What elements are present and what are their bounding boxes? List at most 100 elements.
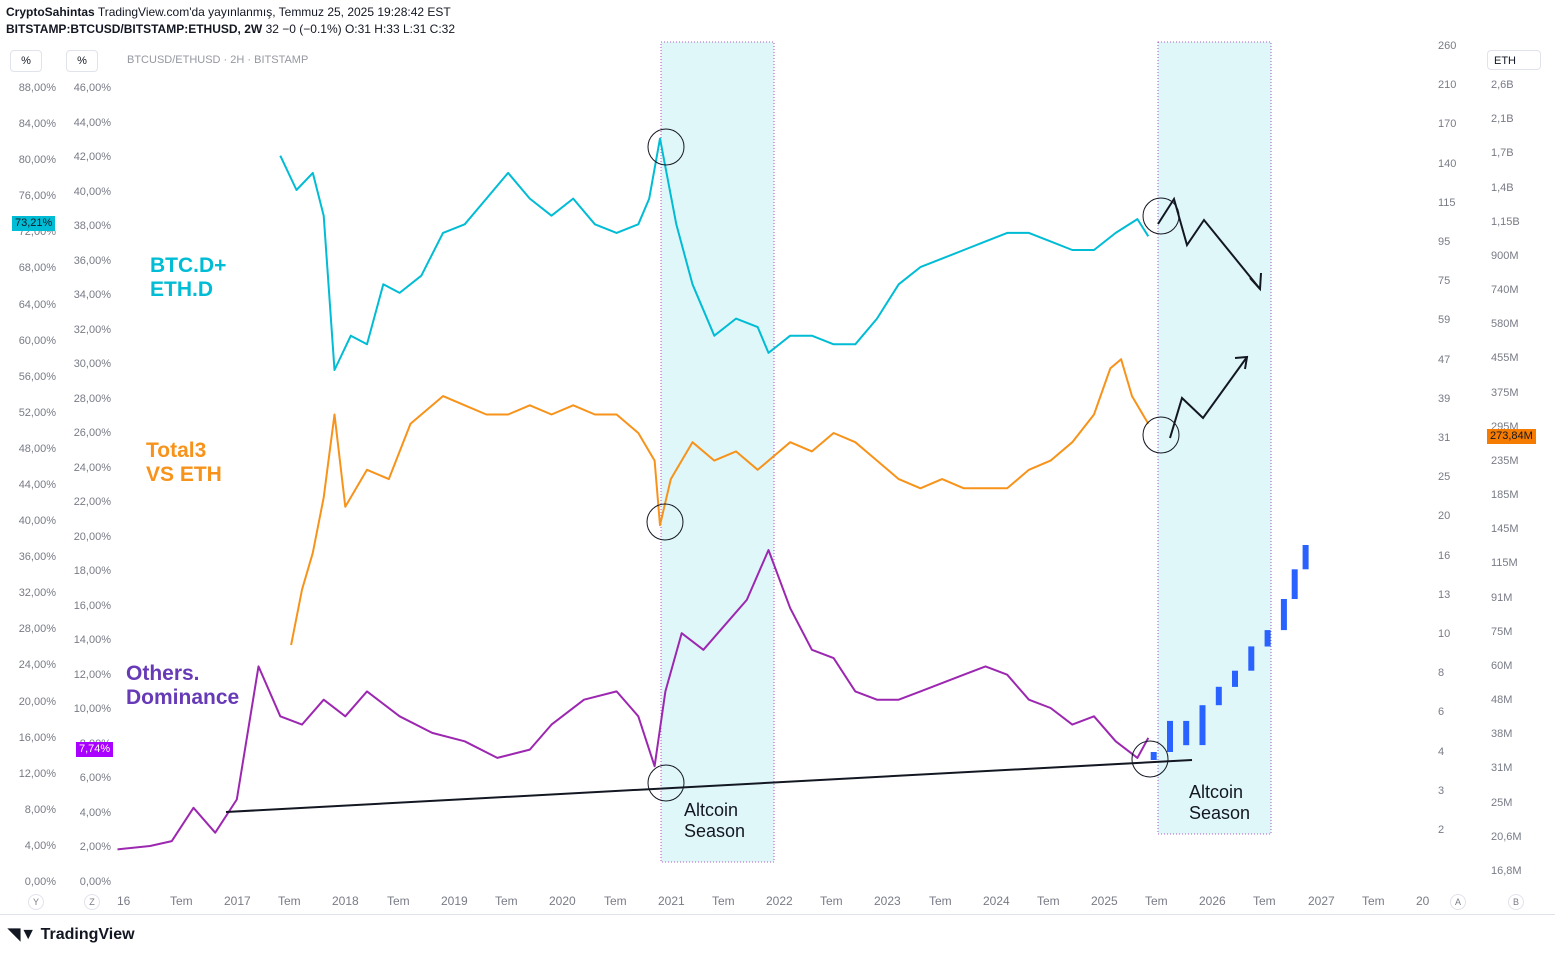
right-outer-axis-tick: 145M [1491,523,1519,536]
time-axis-tick: Tem [604,894,627,908]
btcusd-ethusd-candle [1291,569,1298,599]
currency-button[interactable]: ETH [1487,50,1541,70]
time-axis-tick: Tem [1145,894,1168,908]
corner-z-button[interactable]: Z [84,894,100,910]
left-outer-axis-tick: 8,00% [24,803,56,816]
time-axis-tick: Tem [170,894,193,908]
right-inner-axis-tick: 115 [1438,196,1456,209]
right-outer-axis-tick: 900M [1491,249,1519,262]
highlight-circle-total3-low [646,503,684,541]
left-inner-axis-tick: 32,00% [73,323,111,336]
right-outer-axis-tick: 375M [1491,386,1519,399]
right-inner-axis-tick: 4 [1438,745,1445,758]
label-others-line1: Others. [126,662,200,685]
right-outer-axis-tick: 2,6B [1491,79,1514,91]
left-inner-axis-tick: 22,00% [73,496,111,509]
right-outer-axis-tick: 75M [1491,625,1513,638]
tradingview-logo[interactable]: ◥▼ TradingView [8,924,135,944]
right-inner-axis-tick: 95 [1438,236,1451,248]
left-outer-axis-tick: 88,00% [18,82,56,94]
left-outer-axis-tick: 12,00% [18,767,56,780]
badge-others-dominance: 7,74% [76,742,114,757]
left-inner-axis-tick: 38,00% [73,220,111,233]
label-others-dominance: Others. Dominance [126,662,239,710]
time-axis-tick: 2025 [1091,894,1118,908]
time-axis-tick: 2026 [1199,894,1226,908]
arrowhead-down [1249,272,1262,292]
log-scale-button[interactable]: B [1508,894,1524,910]
label-altcoin-season-1: Altcoin Season [684,800,745,842]
symbol-title: BTCUSD/ETHUSD · 2H · BITSTAMP [127,54,309,66]
percent-scale-button-2[interactable]: % [66,50,98,72]
right-outer-axis-tick: 38M [1491,728,1513,741]
right-outer-axis-tick: 20,6M [1491,830,1522,843]
left-inner-axis-tick: 46,00% [73,82,111,94]
left-inner-axis-tick: 24,00% [73,461,111,474]
corner-y-button[interactable]: Y [28,894,44,910]
left-outer-axis-tick: 4,00% [24,839,56,852]
left-inner-axis-tick: 10,00% [73,703,111,716]
highlight-circle-total3-now [1142,416,1180,454]
time-axis-tick: Tem [820,894,843,908]
right-outer-axis-tick: 455M [1491,352,1519,365]
right-inner-axis-tick: 210 [1438,79,1457,92]
right-outer-axis-tick: 1,4B [1491,181,1514,194]
left-outer-axis-tick: 80,00% [18,154,56,167]
tv-icon: ◥▼ [8,926,41,943]
label-altcoin-season-2: Altcoin Season [1189,782,1250,824]
left-outer-axis-tick: 64,00% [18,298,56,311]
time-axis-tick: 2017 [224,894,251,908]
right-inner-axis-tick: 31 [1438,432,1451,444]
time-axis-tick: 20 [1416,894,1430,908]
left-outer-axis-tick: 48,00% [18,442,56,455]
left-outer-axis-tick: 28,00% [18,623,56,636]
right-inner-axis-tick: 6 [1438,706,1445,719]
right-outer-axis-tick: 48M [1491,694,1513,707]
symbol-info: BITSTAMP:BTCUSD/BITSTAMP:ETHUSD, 2W 32 −… [6,22,455,36]
left-inner-axis-tick: 34,00% [73,289,111,302]
right-inner-axis-tick: 10 [1438,628,1451,640]
right-outer-axis-tick: 740M [1491,284,1519,297]
badge-btc-eth-dominance: 73,21% [12,216,56,231]
time-axis-tick: 2020 [549,894,576,908]
others-dominance-line [117,549,1150,851]
label-others-line2: Dominance [126,686,240,709]
series-layer [117,137,1309,851]
left-inner-axis-tick: 0,00% [79,876,111,888]
time-axis-tick: Tem [278,894,301,908]
time-axis-tick: 2018 [332,894,359,908]
season2-line2: Season [1189,803,1251,823]
left-outer-axis-tick: 60,00% [18,334,56,347]
right-outer-axis-tick: 115M [1491,557,1518,570]
label-btc-eth-line1: BTC.D+ [150,254,227,277]
right-outer-axis-tick: 2,1B [1491,113,1514,126]
publish-info: CryptoSahintas TradingView.com'da yayınl… [6,5,451,19]
left-outer-axis-tick: 36,00% [18,551,56,564]
percent-scale-button-1[interactable]: % [10,50,42,72]
right-inner-axis-tick: 140 [1438,157,1457,170]
time-axis-tick: 2023 [874,894,901,908]
label-total3: Total3 VS ETH [146,439,222,487]
auto-scale-button[interactable]: A [1450,894,1466,910]
left-outer-axis-tick: 0,00% [24,876,56,888]
author-name[interactable]: CryptoSahintas [6,5,95,19]
right-outer-axis-tick: 91M [1491,591,1513,604]
left-outer-axis-tick: 20,00% [18,695,56,708]
right-outer-axis-tick: 25M [1491,796,1513,809]
left-inner-axis-tick: 36,00% [73,254,111,267]
highlight-circle-btcd-peak [647,128,685,166]
left-outer-axis-tick: 44,00% [18,479,56,491]
right-inner-axis-tick: 8 [1438,667,1445,680]
publish-date: TradingView.com'da yayınlanmış, Temmuz 2… [97,5,451,19]
symbol-name: BITSTAMP:BTCUSD/BITSTAMP:ETHUSD, 2W [6,22,263,36]
time-axis-tick: Tem [929,894,952,908]
right-outer-axis-tick: 580M [1491,318,1519,331]
brand-name: TradingView [40,926,135,943]
label-btc-eth-dominance: BTC.D+ ETH.D [150,254,226,302]
right-outer-axis-tick: 235M [1491,454,1519,467]
altcoin-season-band-2 [1157,41,1272,835]
left-outer-axis-tick: 32,00% [18,587,56,600]
btcusd-ethusd-candle [1183,720,1190,746]
left-outer-axis-tick: 40,00% [18,515,56,528]
